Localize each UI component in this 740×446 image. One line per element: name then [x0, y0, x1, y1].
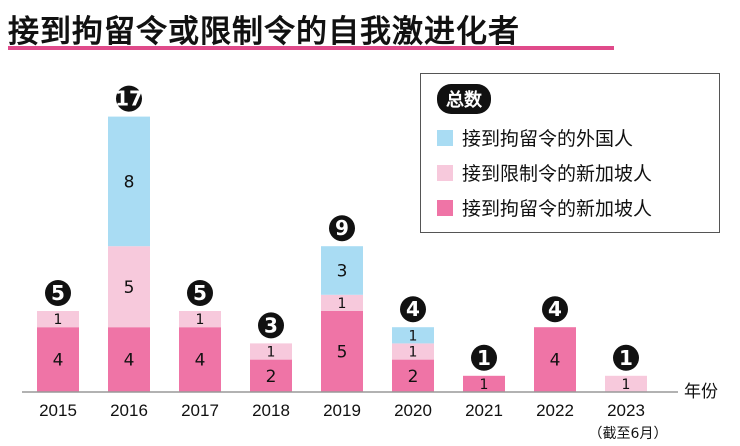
segment-value-label: 3 [337, 262, 348, 282]
segment-value-label: 1 [267, 345, 276, 361]
total-badge [471, 344, 497, 371]
bar-segment [392, 327, 434, 344]
legend-item-foreign-detention: 接到拘留令的外国人 [437, 124, 633, 151]
total-label: 1 [477, 346, 491, 370]
segment-value-label: 4 [550, 351, 561, 371]
total-badge [45, 280, 71, 306]
bar-segment [321, 246, 363, 295]
total-label: 5 [51, 281, 65, 305]
bar-segment [108, 116, 150, 247]
segment-value-label: 4 [195, 351, 206, 371]
legend: 总数 接到拘留令的外国人 接到限制令的新加坡人 接到拘留令的新加坡人 [420, 73, 720, 233]
segment-value-label: 4 [53, 351, 64, 371]
segment-value-label: 5 [337, 343, 348, 363]
bar-segment [534, 327, 576, 392]
total-badge [400, 296, 426, 323]
bar-segment [179, 327, 221, 392]
total-label: 3 [264, 313, 278, 337]
segment-value-label: 1 [480, 377, 489, 393]
legend-swatch [437, 129, 453, 146]
bar-segment [392, 359, 434, 392]
segment-value-label: 1 [196, 312, 205, 328]
segment-value-label: 1 [622, 377, 631, 393]
legend-swatch [437, 164, 453, 181]
bar-segment [37, 311, 79, 328]
bar-segment [108, 327, 150, 392]
total-label: 17 [115, 87, 143, 111]
segment-value-label: 5 [124, 278, 135, 298]
segment-value-label: 1 [54, 312, 63, 328]
x-tick-label: 2022 [536, 401, 574, 420]
segment-value-label: 4 [124, 351, 135, 371]
segment-value-label: 2 [266, 367, 277, 387]
segment-value-label: 1 [338, 296, 347, 312]
bar-segment [463, 375, 505, 392]
bar-segment [250, 359, 292, 392]
total-label: 1 [619, 346, 633, 370]
total-badge [542, 296, 568, 323]
bar-segment [392, 343, 434, 360]
x-tick-label: 2018 [252, 401, 290, 420]
bar-segment [605, 375, 647, 392]
chart-title: 接到拘留令或限制令的自我激进化者 [8, 14, 520, 50]
legend-label: 接到拘留令的新加坡人 [462, 198, 653, 220]
legend-swatch [437, 199, 453, 216]
bar-segment [108, 246, 150, 328]
legend-label: 接到限制令的新加坡人 [462, 163, 653, 185]
total-badge [613, 344, 639, 371]
x-tick-note: （截至6月） [589, 426, 668, 442]
legend-label: 接到拘留令的外国人 [462, 128, 634, 150]
legend-item-sg-detention: 接到拘留令的新加坡人 [437, 194, 652, 221]
bar-segment [179, 311, 221, 328]
legend-title: 总数 [437, 84, 491, 114]
x-tick-label: 2016 [110, 401, 148, 420]
total-label: 5 [193, 281, 207, 305]
total-badge [116, 85, 142, 112]
total-label: 4 [548, 297, 562, 321]
total-badge [258, 312, 284, 339]
total-badge [187, 280, 213, 306]
x-tick-label: 2015 [39, 401, 77, 420]
total-label: 9 [335, 216, 349, 240]
segment-value-label: 2 [408, 367, 419, 387]
segment-value-label: 8 [124, 173, 135, 193]
x-axis-label: 年份 [684, 382, 718, 402]
bar-segment [321, 294, 363, 311]
total-badge [329, 215, 355, 242]
legend-item-sg-restriction: 接到限制令的新加坡人 [437, 159, 652, 186]
total-label: 4 [406, 297, 420, 321]
x-tick-label: 2021 [465, 401, 503, 420]
segment-value-label: 1 [409, 328, 418, 344]
x-tick-label: 2017 [181, 401, 219, 420]
x-tick-label: 2019 [323, 401, 361, 420]
x-tick-label: 2023 [607, 401, 645, 420]
title-underline [8, 46, 614, 50]
segment-value-label: 1 [409, 345, 418, 361]
bar-segment [321, 311, 363, 392]
x-tick-label: 2020 [394, 401, 432, 420]
bar-segment [250, 343, 292, 360]
bar-segment [37, 327, 79, 392]
